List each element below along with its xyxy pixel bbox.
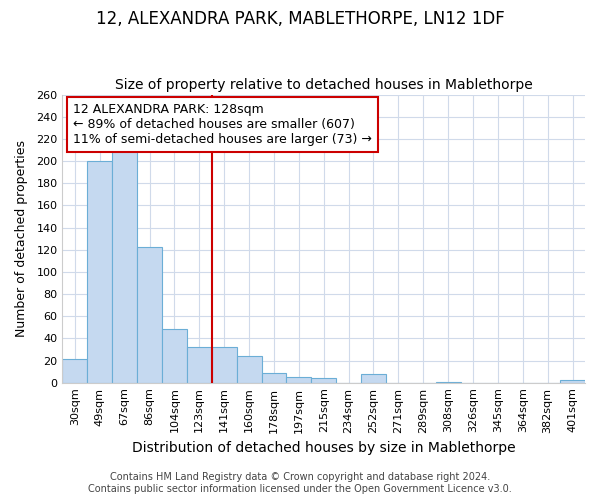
Bar xyxy=(88,161,112,382)
Bar xyxy=(262,372,286,382)
Text: 12 ALEXANDRA PARK: 128sqm
← 89% of detached houses are smaller (607)
11% of semi: 12 ALEXANDRA PARK: 128sqm ← 89% of detac… xyxy=(73,103,372,146)
Bar xyxy=(560,380,585,382)
X-axis label: Distribution of detached houses by size in Mablethorpe: Distribution of detached houses by size … xyxy=(132,441,515,455)
Text: Contains HM Land Registry data © Crown copyright and database right 2024.
Contai: Contains HM Land Registry data © Crown c… xyxy=(88,472,512,494)
Bar xyxy=(361,374,386,382)
Bar xyxy=(162,330,187,382)
Y-axis label: Number of detached properties: Number of detached properties xyxy=(15,140,28,337)
Bar xyxy=(236,356,262,382)
Title: Size of property relative to detached houses in Mablethorpe: Size of property relative to detached ho… xyxy=(115,78,533,92)
Bar xyxy=(62,360,88,382)
Bar xyxy=(311,378,336,382)
Text: 12, ALEXANDRA PARK, MABLETHORPE, LN12 1DF: 12, ALEXANDRA PARK, MABLETHORPE, LN12 1D… xyxy=(95,10,505,28)
Bar xyxy=(112,146,137,382)
Bar xyxy=(212,347,236,382)
Bar xyxy=(187,347,212,382)
Bar xyxy=(286,377,311,382)
Bar xyxy=(137,248,162,382)
